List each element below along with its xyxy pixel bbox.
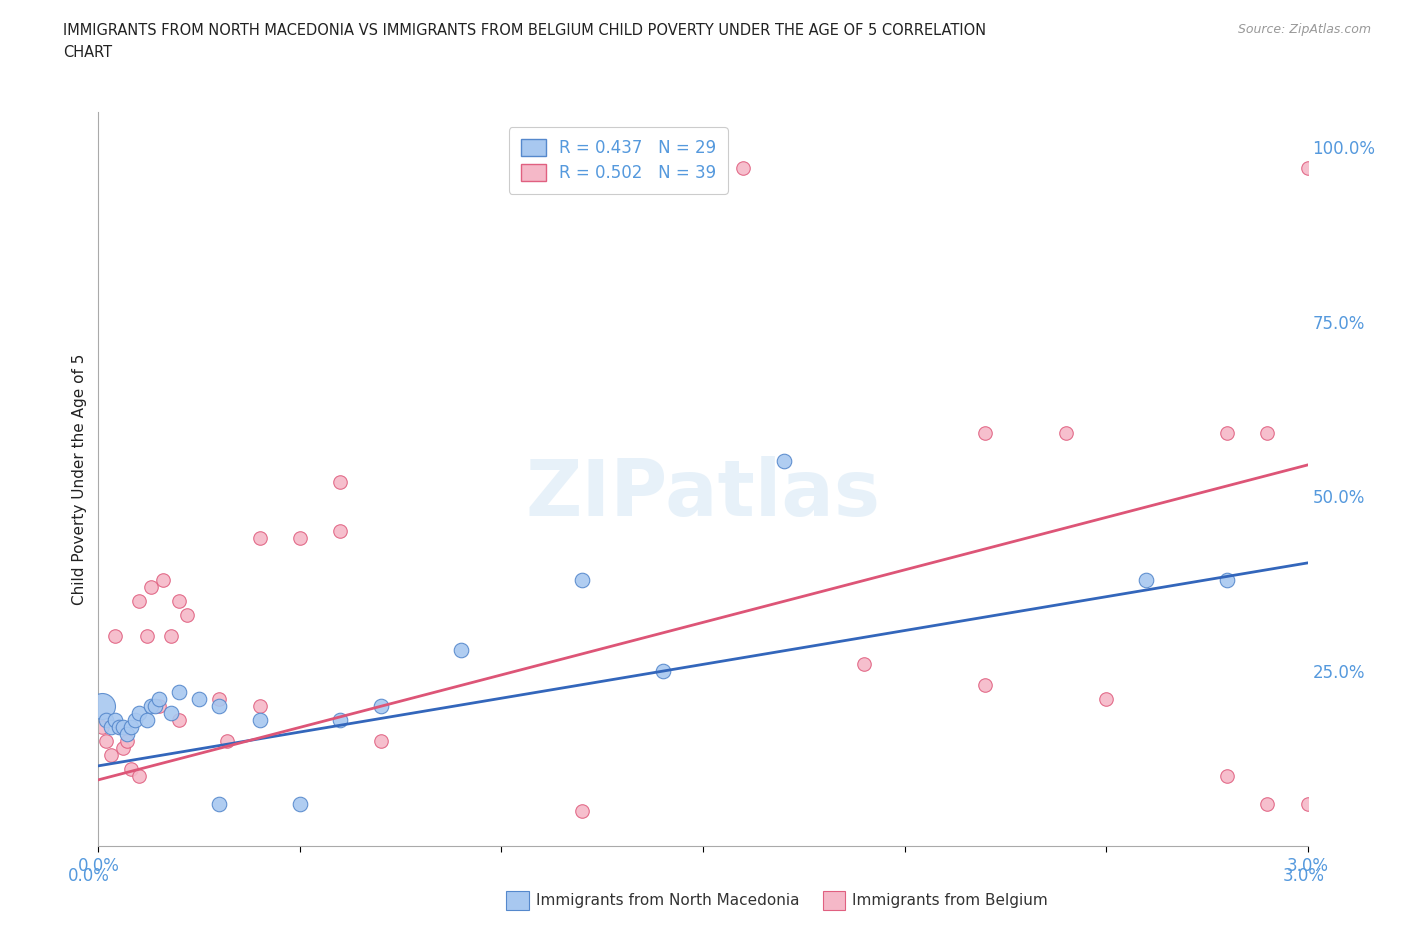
Point: [249, 699, 271, 714]
Point: [167, 594, 190, 609]
Point: [103, 629, 125, 644]
Point: [128, 594, 150, 609]
Point: [148, 692, 170, 707]
Point: [772, 454, 794, 469]
Point: [115, 727, 138, 742]
Point: [1095, 692, 1118, 707]
Point: [329, 524, 352, 538]
Point: [329, 475, 352, 490]
Point: [188, 692, 211, 707]
Text: Immigrants from North Macedonia: Immigrants from North Macedonia: [536, 893, 799, 908]
Point: [571, 804, 593, 818]
Point: [1296, 797, 1319, 812]
Point: [249, 531, 271, 546]
Point: [208, 692, 231, 707]
Point: [370, 699, 392, 714]
Point: [974, 426, 997, 441]
Text: ZIPatlas: ZIPatlas: [526, 456, 880, 532]
Point: [96, 734, 118, 749]
Point: [974, 678, 997, 693]
Point: [91, 699, 114, 714]
Point: [167, 684, 190, 699]
Point: [124, 713, 146, 728]
Point: [1135, 573, 1157, 588]
Point: [1054, 426, 1077, 441]
Point: [651, 664, 673, 679]
Point: [91, 720, 114, 735]
Point: [208, 797, 231, 812]
Point: [135, 713, 157, 728]
Point: [115, 734, 138, 749]
Point: [160, 706, 183, 721]
Point: [143, 699, 166, 714]
Text: Immigrants from Belgium: Immigrants from Belgium: [852, 893, 1047, 908]
Point: [176, 608, 198, 623]
Point: [571, 573, 593, 588]
Point: [107, 720, 129, 735]
Point: [120, 720, 142, 735]
Point: [1216, 426, 1239, 441]
Point: [1216, 573, 1239, 588]
Point: [107, 720, 129, 735]
Point: [139, 580, 162, 595]
Legend: R = 0.437   N = 29, R = 0.502   N = 39: R = 0.437 N = 29, R = 0.502 N = 39: [509, 127, 728, 193]
Point: [167, 713, 190, 728]
Text: 0.0%: 0.0%: [67, 868, 110, 885]
Point: [217, 734, 239, 749]
Point: [1256, 426, 1278, 441]
Point: [450, 643, 472, 658]
Point: [733, 160, 755, 175]
Point: [288, 797, 311, 812]
Point: [139, 699, 162, 714]
Point: [128, 706, 150, 721]
Point: [135, 629, 157, 644]
Point: [208, 699, 231, 714]
Point: [288, 531, 311, 546]
Point: [111, 741, 134, 756]
Point: [100, 748, 122, 763]
Point: [148, 699, 170, 714]
Point: [128, 769, 150, 784]
Point: [100, 720, 122, 735]
Text: Source: ZipAtlas.com: Source: ZipAtlas.com: [1237, 23, 1371, 36]
Point: [1216, 769, 1239, 784]
Text: IMMIGRANTS FROM NORTH MACEDONIA VS IMMIGRANTS FROM BELGIUM CHILD POVERTY UNDER T: IMMIGRANTS FROM NORTH MACEDONIA VS IMMIG…: [63, 23, 987, 38]
Text: CHART: CHART: [63, 45, 112, 60]
Point: [370, 734, 392, 749]
Point: [111, 720, 134, 735]
Point: [1256, 797, 1278, 812]
Y-axis label: Child Poverty Under the Age of 5: Child Poverty Under the Age of 5: [72, 353, 87, 604]
Point: [249, 713, 271, 728]
Point: [120, 762, 142, 777]
Point: [160, 629, 183, 644]
Point: [1296, 160, 1319, 175]
Point: [96, 713, 118, 728]
Point: [152, 573, 174, 588]
Point: [853, 657, 876, 671]
Text: 3.0%: 3.0%: [1282, 868, 1324, 885]
Point: [103, 713, 125, 728]
Point: [329, 713, 352, 728]
